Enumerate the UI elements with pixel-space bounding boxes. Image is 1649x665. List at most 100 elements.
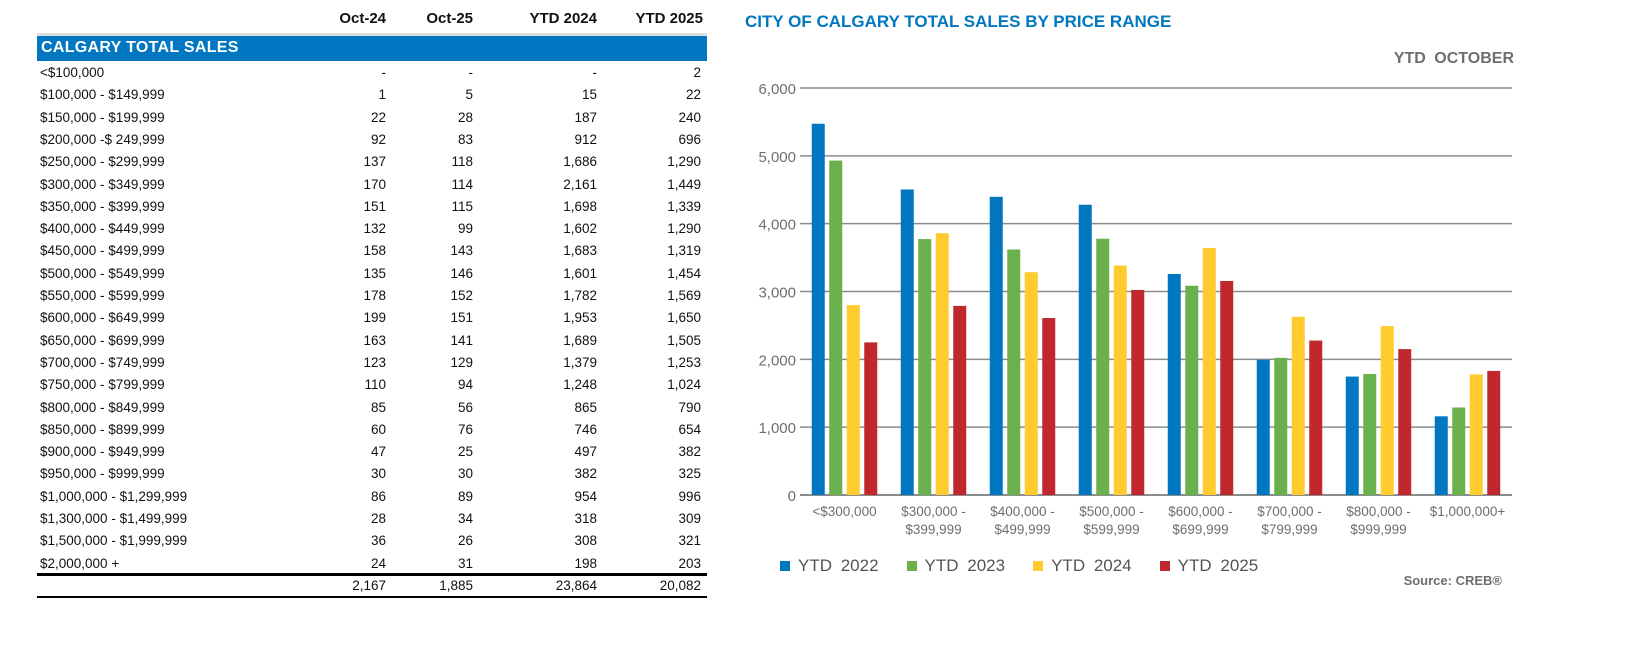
y-tick-label: 0 [788, 488, 796, 505]
table-row: $900,000 - $949,999 47 25 497 382 [37, 441, 707, 463]
x-tick-label: $500,000 - [1079, 504, 1144, 519]
legend-label: YTD 2025 [1177, 556, 1259, 575]
table-cell: 99 [457, 221, 473, 237]
table-cell: 746 [574, 421, 597, 437]
bar-ytd-2023 [1274, 357, 1288, 495]
x-tick-label: $399,999 [905, 522, 961, 537]
bar-ytd-2024 [846, 305, 860, 495]
table-cell: 89 [457, 488, 473, 504]
table-cell: 1,454 [667, 265, 701, 281]
bar-ytd-2024 [1291, 316, 1305, 495]
bar-ytd-2023 [918, 239, 932, 495]
price-range-label: $700,000 - $749,999 [40, 354, 165, 370]
table-cell: 151 [363, 198, 386, 214]
price-range-label: $250,000 - $299,999 [40, 154, 165, 170]
bar-ytd-2023 [1096, 238, 1110, 496]
table-cell: 146 [450, 265, 473, 281]
bar-ytd-2025 [1042, 318, 1056, 495]
table-cell: 309 [678, 511, 701, 526]
table-cell: 1,290 [667, 221, 701, 237]
bar-ytd-2022 [1078, 204, 1092, 496]
table-cell: 308 [574, 533, 597, 549]
x-tick-label: $999,999 [1350, 522, 1406, 537]
table-cell: 1,449 [667, 176, 701, 192]
table-cell: 1,686 [563, 154, 597, 170]
y-tick-label: 4,000 [758, 217, 796, 234]
bar-ytd-2022 [1256, 359, 1270, 495]
table-cell: 1,602 [563, 221, 597, 237]
table-cell: 2 [693, 65, 701, 80]
table-cell: 240 [678, 109, 701, 125]
table-cell: 1,689 [563, 332, 597, 348]
table-row: $800,000 - $849,999 85 56 865 790 [37, 397, 707, 419]
table-cell: 1,650 [667, 310, 701, 326]
table-row: $450,000 - $499,999 158 143 1,683 1,319 [37, 240, 707, 262]
table-cell: 382 [678, 444, 701, 460]
table-cell: 1,505 [667, 332, 701, 348]
table-row: $1,300,000 - $1,499,999 28 34 318 309 [37, 508, 707, 530]
x-tick-label: $300,000 - [901, 504, 966, 519]
table-cell: 203 [678, 555, 701, 571]
source-note: Source: CREB® [1403, 573, 1502, 588]
table-row: $700,000 - $749,999 123 129 1,379 1,253 [37, 352, 707, 374]
table-row: $950,000 - $999,999 30 30 382 325 [37, 463, 707, 485]
table-cell: 85 [370, 399, 386, 415]
table-cell: 22 [685, 87, 701, 103]
table-cell: 76 [457, 421, 473, 437]
y-tick-label: 6,000 [758, 81, 796, 98]
legend-label: YTD 2023 [924, 556, 1006, 575]
table-cell: 5 [465, 87, 473, 103]
total-cell: 23,864 [555, 578, 597, 593]
price-range-label: $550,000 - $599,999 [40, 288, 165, 303]
bar-ytd-2022 [1345, 376, 1359, 495]
table-cell: 654 [678, 421, 701, 437]
x-tick-label: $1,000,000+ [1430, 504, 1506, 519]
legend-label: YTD 2024 [1051, 556, 1132, 575]
bar-ytd-2025 [1131, 289, 1145, 495]
price-range-label: $300,000 - $349,999 [40, 176, 165, 192]
legend-swatch [1033, 561, 1044, 571]
x-tick-label: <$300,000 [812, 504, 876, 519]
x-tick-label: $400,000 - [990, 504, 1055, 519]
bar-ytd-2024 [1469, 374, 1483, 495]
table-cell: 36 [370, 533, 386, 549]
price-range-label: $500,000 - $549,999 [40, 265, 165, 281]
table-cell: 199 [363, 310, 386, 326]
x-tick-label: $600,000 - [1168, 504, 1233, 519]
bar-ytd-2023 [1007, 249, 1021, 495]
table-cell: 34 [457, 511, 473, 526]
legend-label: YTD 2022 [798, 556, 879, 575]
table-row: $350,000 - $399,999 151 115 1,698 1,339 [37, 196, 707, 218]
table-cell: 24 [370, 555, 386, 571]
bar-ytd-2025 [1398, 349, 1412, 495]
table-cell: 60 [370, 421, 386, 437]
price-range-label: $850,000 - $899,999 [40, 421, 165, 437]
table-cell: 92 [370, 131, 386, 147]
table-cell: 912 [574, 131, 597, 147]
chart-title: CITY OF CALGARY TOTAL SALES BY PRICE RAN… [745, 12, 1172, 31]
table-row: $400,000 - $449,999 132 99 1,602 1,290 [37, 218, 707, 240]
price-range-label: $2,000,000 + [40, 555, 120, 571]
col-header: Oct-24 [339, 10, 386, 27]
price-range-label: <$100,000 [40, 65, 105, 80]
section-band: CALGARY TOTAL SALES [37, 33, 707, 61]
table-cell: 143 [450, 243, 473, 259]
bar-ytd-2022 [1167, 273, 1181, 495]
legend-item: YTD 2025 [1159, 556, 1259, 576]
table-cell: 1,953 [563, 310, 597, 326]
table-cell: 1,782 [563, 288, 597, 303]
table-cell: 1,319 [667, 243, 701, 259]
price-range-label: $200,000 -$ 249,999 [40, 131, 165, 147]
price-range-label: $400,000 - $449,999 [40, 221, 165, 237]
y-tick-label: 5,000 [758, 149, 796, 166]
table-cell: 1,698 [563, 198, 597, 214]
bar-ytd-2022 [1434, 416, 1448, 495]
legend-item: YTD 2022 [780, 556, 879, 576]
table-cell: 1,253 [667, 354, 701, 370]
price-range-label: $1,500,000 - $1,999,999 [40, 533, 188, 549]
table-cell: 318 [574, 511, 597, 526]
total-cell: 2,167 [352, 578, 386, 593]
table-row: <$100,000 - - - 2 [37, 62, 707, 84]
col-header: Oct-25 [426, 10, 473, 27]
